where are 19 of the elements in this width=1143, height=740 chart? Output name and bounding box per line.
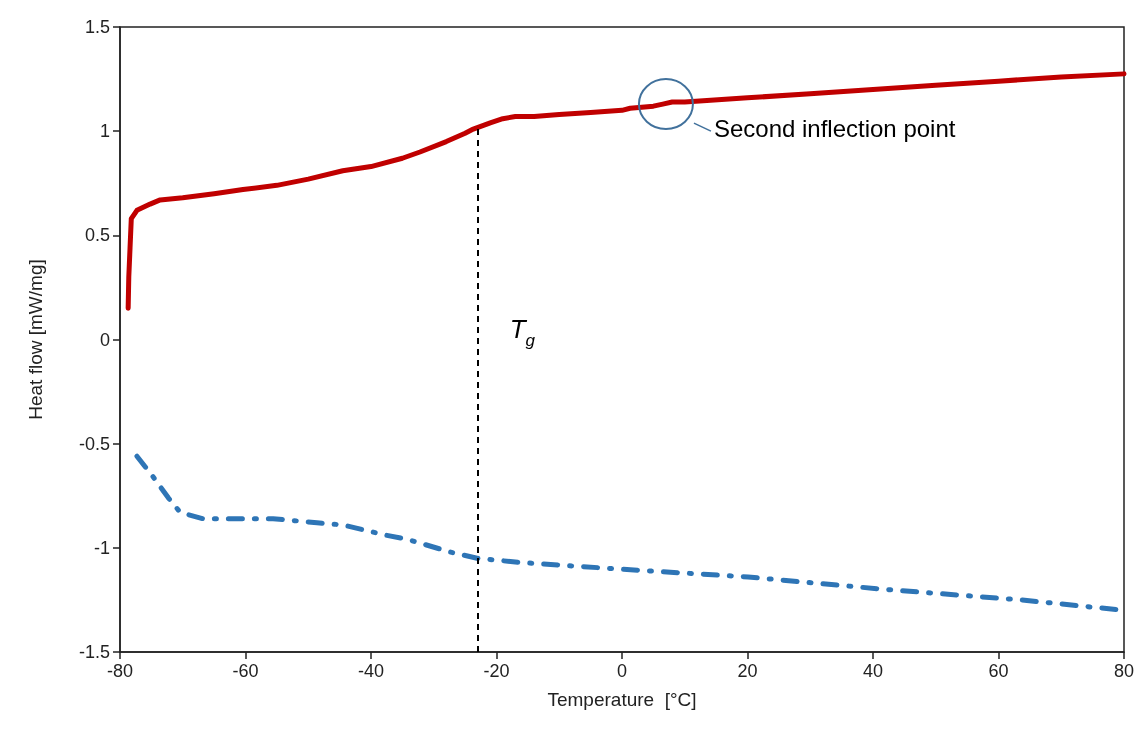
x-tick-label: 0 — [616, 661, 628, 681]
x-tick-label: -20 — [483, 661, 510, 681]
y-tick-label: 1 — [99, 121, 110, 142]
annotation: Second inflection point — [713, 114, 956, 142]
y-tick-label: -1.5 — [78, 642, 110, 662]
x-tick-label: -60 — [232, 661, 259, 681]
y-tick-label: -0.5 — [78, 433, 110, 454]
x-tick-label: -40 — [357, 661, 385, 681]
x-tick-label: 40 — [862, 661, 884, 681]
y-tick-label: 1.5 — [84, 17, 110, 37]
x-tick-label: 80 — [1113, 661, 1135, 681]
y-tick-label: -1 — [93, 537, 110, 558]
y-tick-label: 0.5 — [84, 225, 110, 246]
x-tick-label: -80 — [106, 661, 134, 681]
y-axis-title: Heat flow [mW/mg] — [25, 259, 46, 420]
x-tick-label: 60 — [988, 661, 1009, 681]
y-tick-label: 0 — [99, 329, 110, 350]
x-tick-label: 20 — [737, 661, 758, 681]
x-axis-title: Temperature [°C] — [547, 689, 697, 710]
